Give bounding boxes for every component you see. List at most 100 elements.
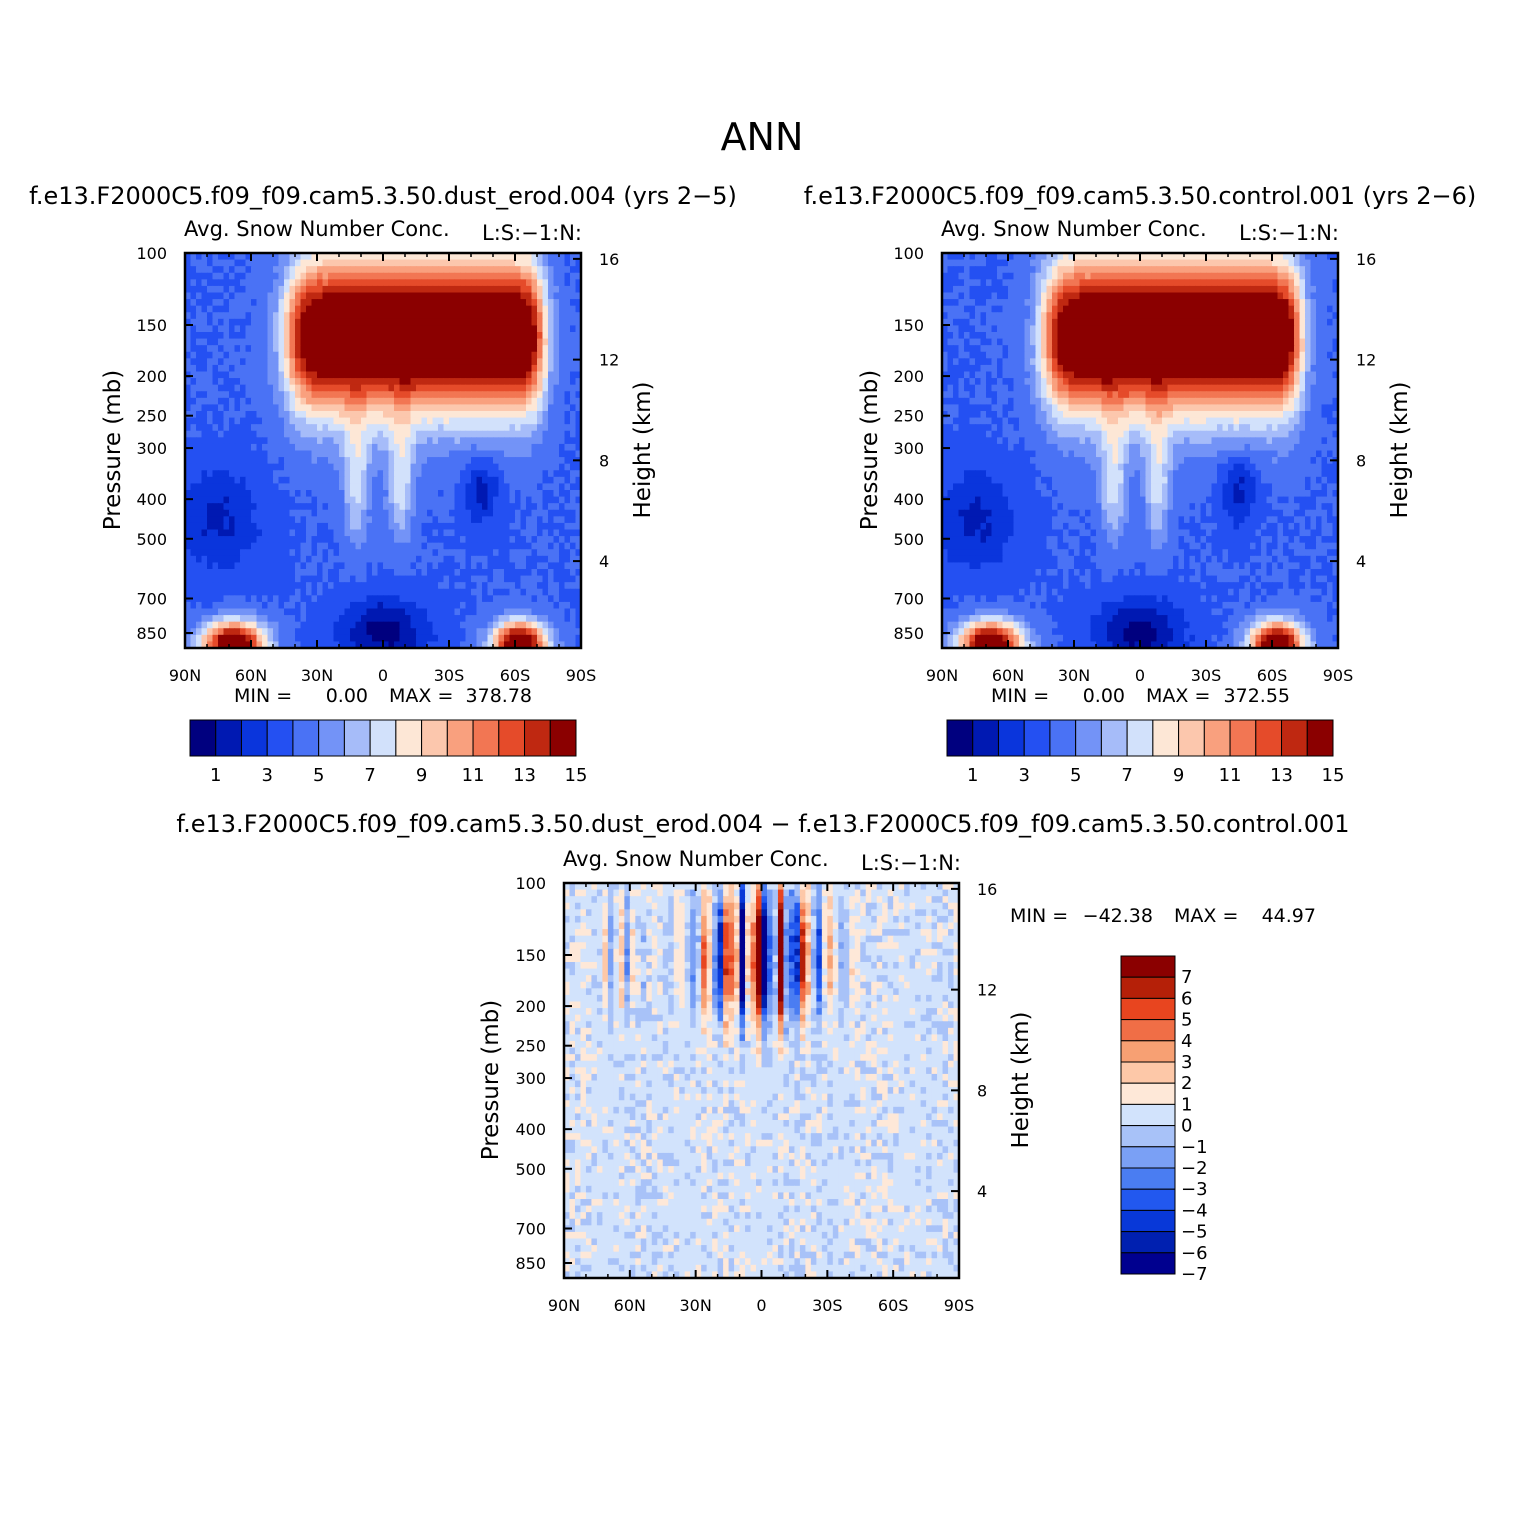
field-cell [575,299,582,307]
field-cell [986,279,993,287]
field-cell [207,430,214,438]
field-cell [234,443,241,452]
field-cell [355,358,362,366]
field-cell [1233,259,1240,267]
field-cell [361,285,368,294]
field-cell [1321,285,1328,294]
field-cell [570,332,577,340]
field-cell [1096,299,1103,307]
field-cell [1101,285,1108,294]
field-cell [1085,266,1092,274]
field-cell [339,404,346,412]
field-cell [559,266,566,274]
field-cell [1288,259,1295,267]
field-cell [493,318,500,327]
field-cell [229,496,236,504]
field-cell [218,351,225,359]
field-cell [350,628,357,636]
field-cell [405,496,412,504]
field-cell [322,318,329,327]
field-cell [333,292,340,300]
field-cell [234,536,241,544]
field-cell [328,450,335,458]
field-cell [196,312,203,320]
field-cell [262,615,269,623]
field-cell [355,351,362,359]
field-cell [1316,272,1323,280]
field-cell [575,470,582,478]
field-cell [471,312,478,320]
field-cell [405,615,412,623]
field-cell [273,450,280,458]
field-cell [218,318,225,327]
field-cell [438,325,445,333]
field-cell [487,364,494,373]
field-cell [394,575,401,583]
field-cell [190,595,197,603]
field-cell [278,621,285,629]
field-cell [372,529,379,537]
field-cell [201,351,208,359]
field-cell [333,364,340,373]
field-cell [322,595,329,603]
field-cell [328,601,335,610]
field-cell [394,417,401,425]
field-cell [262,476,269,485]
field-cell [190,411,197,419]
field-cell [1261,266,1268,274]
field-cell [1074,272,1081,280]
field-cell [487,292,494,300]
field-cell [256,483,263,491]
field-cell [306,364,313,373]
field-cell [1046,259,1053,267]
field-cell [421,358,428,366]
field-cell [311,536,318,544]
field-cell [262,411,269,419]
field-cell [399,549,406,557]
field-cell [482,253,489,261]
field-cell [942,292,949,300]
field-cell [471,443,478,452]
field-cell [190,338,197,346]
field-cell [421,437,428,445]
field-cell [295,536,302,544]
field-cell [339,536,346,544]
field-cell [355,634,362,643]
field-cell [300,285,307,294]
field-cell [487,259,494,267]
field-cell [416,476,423,485]
field-cell [575,351,582,359]
field-cell [240,595,247,603]
field-cell [559,569,566,577]
field-cell [471,490,478,498]
field-cell [234,575,241,583]
field-cell [355,549,362,557]
field-cell [559,384,566,392]
field-cell [190,628,197,636]
field-cell [969,292,976,300]
field-cell [328,595,335,603]
field-cell [245,266,252,274]
field-cell [366,285,373,294]
field-cell [504,332,511,340]
field-cell [394,529,401,537]
field-cell [410,266,417,274]
field-cell [229,483,236,491]
field-cell [339,509,346,517]
field-cell [300,582,307,590]
field-cell [372,628,379,636]
field-cell [267,358,274,366]
field-cell [482,575,489,583]
field-cell [262,582,269,590]
field-cell [515,443,522,452]
field-cell [311,555,318,564]
field-cell [383,575,390,583]
field-cell [372,364,379,373]
field-cell [1156,259,1163,267]
field-cell [212,529,219,537]
field-cell [218,483,225,491]
field-cell [399,615,406,623]
field-cell [190,417,197,425]
field-cell [262,332,269,340]
field-cell [339,384,346,392]
